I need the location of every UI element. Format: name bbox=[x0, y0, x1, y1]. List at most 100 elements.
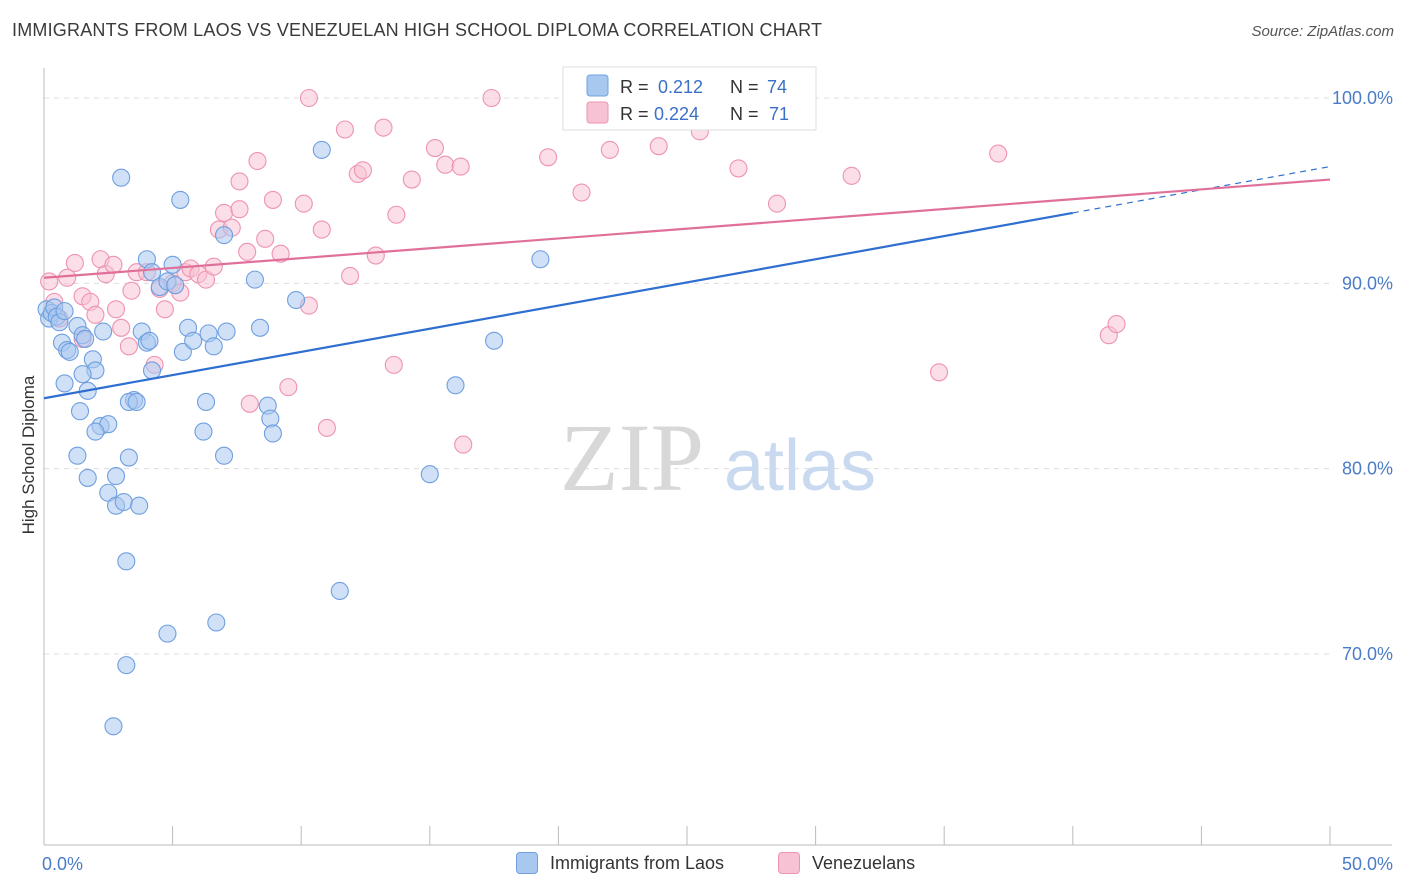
venezuelans-point-3 bbox=[58, 268, 77, 287]
stats-swatch-pink bbox=[586, 101, 609, 124]
venezuelans-point-55 bbox=[482, 88, 501, 108]
stats-box: R = 0.212 N = 74 R = 0.224 N = 71 bbox=[562, 66, 817, 131]
laos-point-58 bbox=[287, 290, 306, 310]
venezuelans-point-49 bbox=[387, 205, 406, 224]
laos-point-10 bbox=[55, 374, 74, 393]
legend-label-laos: Immigrants from Laos bbox=[550, 852, 725, 873]
venezuelans-point-47 bbox=[374, 118, 393, 137]
laos-point-73 bbox=[94, 322, 113, 341]
venezuelans-point-68 bbox=[299, 88, 318, 108]
stats-n-label-1: N = bbox=[730, 77, 759, 97]
laos-point-22 bbox=[68, 446, 87, 465]
axes: 0.0% 50.0% bbox=[42, 68, 1393, 874]
venezuelans-point-0 bbox=[40, 272, 59, 291]
laos-point-40 bbox=[163, 255, 182, 274]
stats-swatch-blue bbox=[586, 74, 609, 97]
venezuelans-point-43 bbox=[341, 266, 360, 285]
x-tick-label-50: 50.0% bbox=[1342, 854, 1393, 874]
venezuelans-point-51 bbox=[425, 138, 444, 158]
laos-point-54 bbox=[250, 318, 270, 337]
venezuelans-point-41 bbox=[317, 418, 336, 437]
y-tick-label-100: 100.0% bbox=[1332, 88, 1393, 108]
venezuelans-point-58 bbox=[600, 140, 619, 159]
venezuelans-point-59 bbox=[649, 137, 668, 156]
laos-point-59 bbox=[312, 140, 331, 159]
laos-point-67 bbox=[207, 613, 226, 632]
laos-point-70 bbox=[104, 717, 123, 736]
y-axis-label: High School Diploma bbox=[19, 375, 38, 534]
stats-r-value-1: 0.212 bbox=[658, 77, 703, 97]
venezuelans-trend-line bbox=[43, 178, 1331, 279]
laos-point-37 bbox=[142, 263, 162, 282]
legend-item-laos[interactable]: Immigrants from Laos bbox=[516, 852, 724, 874]
laos-point-6 bbox=[55, 302, 74, 321]
laos-point-60 bbox=[330, 581, 349, 601]
watermark-zip: ZIP bbox=[560, 404, 704, 511]
grid-lines: 100.0% 90.0% 80.0% 70.0% bbox=[44, 88, 1393, 664]
laos-point-45 bbox=[184, 331, 203, 350]
laos-point-28 bbox=[130, 496, 149, 515]
laos-point-61 bbox=[420, 465, 439, 484]
venezuelans-point-14 bbox=[122, 281, 141, 300]
venezuelans-point-45 bbox=[353, 161, 372, 180]
stats-n-value-2: 71 bbox=[769, 104, 789, 124]
laos-point-35 bbox=[112, 168, 131, 187]
y-tick-label-70: 70.0% bbox=[1342, 644, 1393, 664]
laos-point-52 bbox=[214, 446, 234, 465]
venezuelans-point-67 bbox=[1107, 315, 1126, 334]
laos-point-34 bbox=[142, 361, 162, 380]
y-tick-label-80: 80.0% bbox=[1342, 459, 1393, 479]
venezuelans-point-32 bbox=[238, 242, 257, 261]
stats-r-label-2: R = bbox=[620, 104, 649, 124]
x-tick-label-0: 0.0% bbox=[42, 854, 83, 874]
laos-trend-line bbox=[43, 211, 1073, 400]
laos-point-21 bbox=[86, 422, 105, 441]
stats-r-label-1: R = bbox=[620, 77, 649, 97]
laos-point-42 bbox=[171, 190, 190, 209]
venezuelans-point-13 bbox=[119, 337, 138, 356]
venezuelans-point-65 bbox=[989, 144, 1008, 163]
laos-point-48 bbox=[214, 226, 234, 245]
laos-point-43 bbox=[173, 342, 192, 361]
venezuelans-point-28 bbox=[214, 203, 234, 222]
laos-point-25 bbox=[106, 467, 126, 486]
legend-swatch-venezuelans bbox=[778, 852, 800, 874]
venezuelans-point-42 bbox=[335, 120, 354, 139]
laos-point-63 bbox=[485, 331, 504, 350]
venezuelans-point-30 bbox=[230, 200, 249, 219]
venezuelans-point-48 bbox=[384, 355, 403, 374]
stats-n-value-1: 74 bbox=[767, 77, 787, 97]
venezuelans-point-19 bbox=[155, 300, 174, 319]
laos-point-50 bbox=[196, 392, 216, 411]
venezuelans-point-12 bbox=[112, 318, 131, 337]
y-tick-label-90: 90.0% bbox=[1342, 273, 1393, 293]
venezuelans-point-52 bbox=[436, 155, 455, 174]
laos-point-57 bbox=[263, 424, 282, 443]
laos-point-29 bbox=[119, 448, 138, 467]
venezuelans-point-10 bbox=[104, 255, 123, 274]
venezuelans-point-62 bbox=[767, 194, 787, 213]
laos-point-62 bbox=[446, 376, 465, 395]
venezuelans-point-38 bbox=[294, 194, 313, 213]
laos-point-47 bbox=[204, 337, 223, 356]
watermark: ZIP atlas bbox=[560, 404, 876, 511]
legend-item-venezuelans[interactable]: Venezuelans bbox=[778, 852, 915, 874]
venezuelans-point-26 bbox=[204, 257, 223, 276]
laos-point-23 bbox=[78, 468, 97, 487]
chart-title: IMMIGRANTS FROM LAOS VS VENEZUELAN HIGH … bbox=[12, 20, 823, 40]
venezuelans-point-33 bbox=[248, 151, 267, 171]
laos-point-53 bbox=[245, 270, 264, 289]
venezuelans-point-56 bbox=[539, 148, 558, 167]
laos-point-41 bbox=[166, 276, 185, 295]
laos-point-51 bbox=[194, 422, 213, 441]
venezuelans-point-36 bbox=[271, 244, 290, 263]
laos-points bbox=[37, 107, 735, 736]
laos-point-56 bbox=[261, 409, 280, 428]
venezuelans-point-31 bbox=[230, 172, 249, 191]
venezuelans-point-69 bbox=[240, 394, 259, 413]
venezuelans-point-50 bbox=[402, 170, 421, 189]
laos-point-9 bbox=[60, 342, 79, 361]
laos-point-71 bbox=[140, 331, 159, 350]
legend-label-venezuelans: Venezuelans bbox=[812, 852, 916, 873]
